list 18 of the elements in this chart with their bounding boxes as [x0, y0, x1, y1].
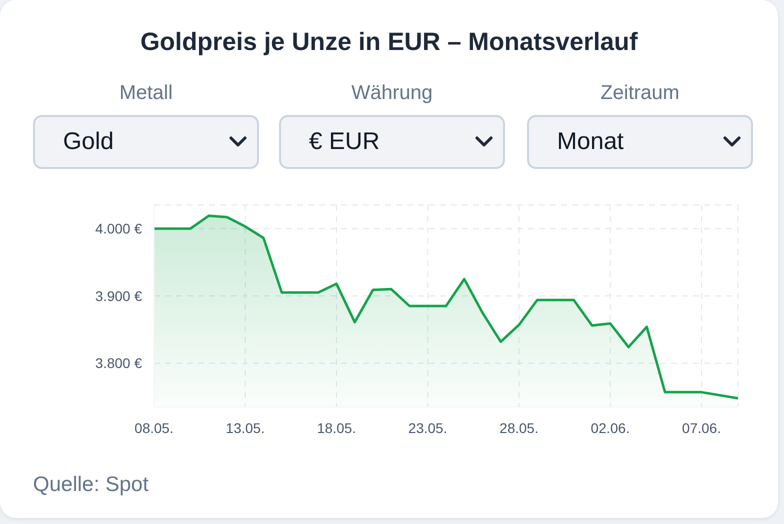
y-tick-label: 3.900 €	[95, 288, 142, 304]
text: Zeitraum	[600, 82, 680, 106]
dropdown-field: Monat	[527, 115, 753, 169]
x-tick-label: 18.05.	[317, 420, 356, 436]
text: Währung	[350, 82, 434, 106]
chart-title: Goldpreis je Unze in EUR – Monatsverlauf	[139, 28, 639, 57]
dropdown-field: € EUR	[279, 115, 505, 169]
x-tick-label: 28.05.	[500, 420, 538, 436]
x-tick-label: 02.06.	[590, 420, 630, 436]
dropdown-field: Gold	[33, 115, 259, 169]
x-tick-label: 23.05.	[408, 420, 448, 436]
x-tick-label: 07.06.	[682, 420, 721, 436]
x-tick-label: 13.05.	[226, 420, 265, 436]
y-tick-label: 4.000 €	[95, 220, 142, 237]
y-tick-label: 3.800 €	[95, 355, 142, 372]
source-note: Quelle: Spot	[33, 473, 149, 497]
text: Metall	[118, 82, 174, 106]
x-tick-label: 08.05.	[134, 420, 174, 436]
